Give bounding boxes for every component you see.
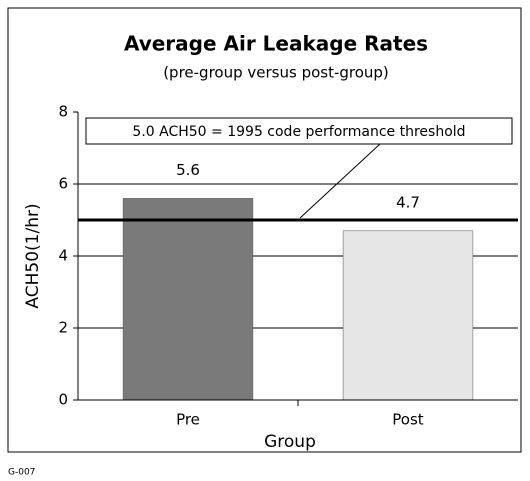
y-tick-label: 4 <box>58 247 68 265</box>
value-label: 4.7 <box>396 193 420 211</box>
x-axis-label: Group <box>264 432 316 452</box>
chart-frame <box>7 7 522 453</box>
annotation-text: 5.0 ACH50 = 1995 code performance thresh… <box>132 124 465 140</box>
y-tick-label: 0 <box>58 391 68 409</box>
value-label: 5.6 <box>176 161 200 179</box>
bar <box>122 198 254 401</box>
y-tick-label: 6 <box>58 175 68 193</box>
y-tick-label: 2 <box>58 319 68 337</box>
x-tick-label: Post <box>392 411 424 429</box>
y-axis-label: ACH50(1/hr) <box>23 203 43 308</box>
annotation-leader <box>299 143 381 219</box>
y-tick-label: 8 <box>58 103 68 121</box>
annotation-box <box>85 117 513 145</box>
x-tick-label: Pre <box>176 411 200 429</box>
chart-title: Average Air Leakage Rates <box>124 32 428 56</box>
bar <box>342 230 474 401</box>
figure-id: G-007 <box>8 468 35 478</box>
chart-subtitle: (pre-group versus post-group) <box>163 64 389 82</box>
